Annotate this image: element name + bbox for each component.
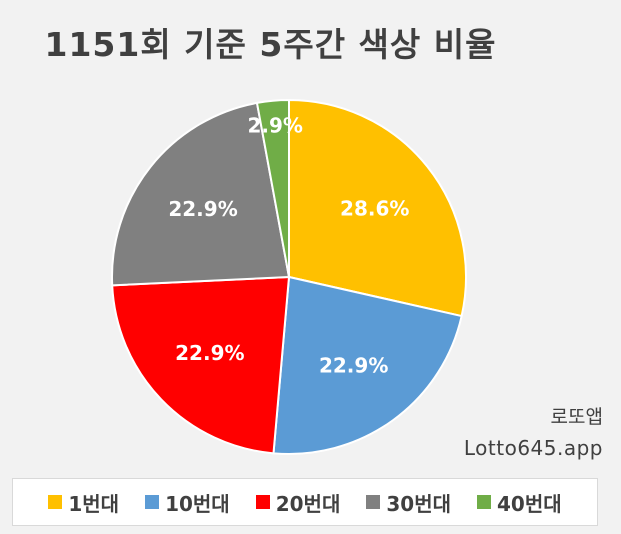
legend-item-2: 10번대	[145, 488, 230, 517]
pie-slice-1	[288, 98, 467, 318]
legend-swatch-5	[477, 495, 491, 509]
pie-data-labels: 28.6% 22.9% 22.9% 22.9% 2.9%	[168, 113, 409, 377]
legend-swatch-3	[255, 495, 270, 509]
data-label-3: 22.9%	[175, 341, 244, 365]
legend-item-4: 30번대	[366, 488, 451, 517]
pie-slice-2	[272, 275, 463, 455]
legend-swatch-4	[366, 495, 381, 509]
pie-slices	[111, 98, 467, 455]
legend-item-3: 20번대	[255, 488, 341, 517]
legend-label-1: 1번대	[68, 491, 120, 516]
watermark-korean: 로또앱	[550, 406, 603, 428]
pie-slice-4	[111, 101, 291, 287]
data-label-2: 22.9%	[319, 354, 388, 378]
legend-label-5: 40번대	[497, 491, 562, 516]
data-label-5: 2.9%	[247, 113, 302, 137]
data-label-4: 22.9%	[168, 197, 237, 221]
chart-title: 1151회 기준 5주간 색상 비율	[44, 25, 497, 64]
legend-label-4: 30번대	[386, 491, 451, 516]
legend-label-2: 10번대	[165, 491, 230, 516]
legend-item-5: 40번대	[477, 488, 562, 517]
legend: 1번대 10번대 20번대 30번대 40번대	[12, 478, 598, 526]
legend-swatch-1	[48, 495, 63, 509]
data-label-1: 28.6%	[340, 197, 409, 221]
watermark-url: Lotto645.app	[463, 436, 603, 460]
legend-item-1: 1번대	[48, 488, 119, 517]
legend-label-3: 20번대	[275, 491, 341, 516]
pie-slice-3	[111, 275, 291, 455]
legend-swatch-2	[145, 495, 160, 509]
pie-slice-5	[255, 98, 290, 278]
